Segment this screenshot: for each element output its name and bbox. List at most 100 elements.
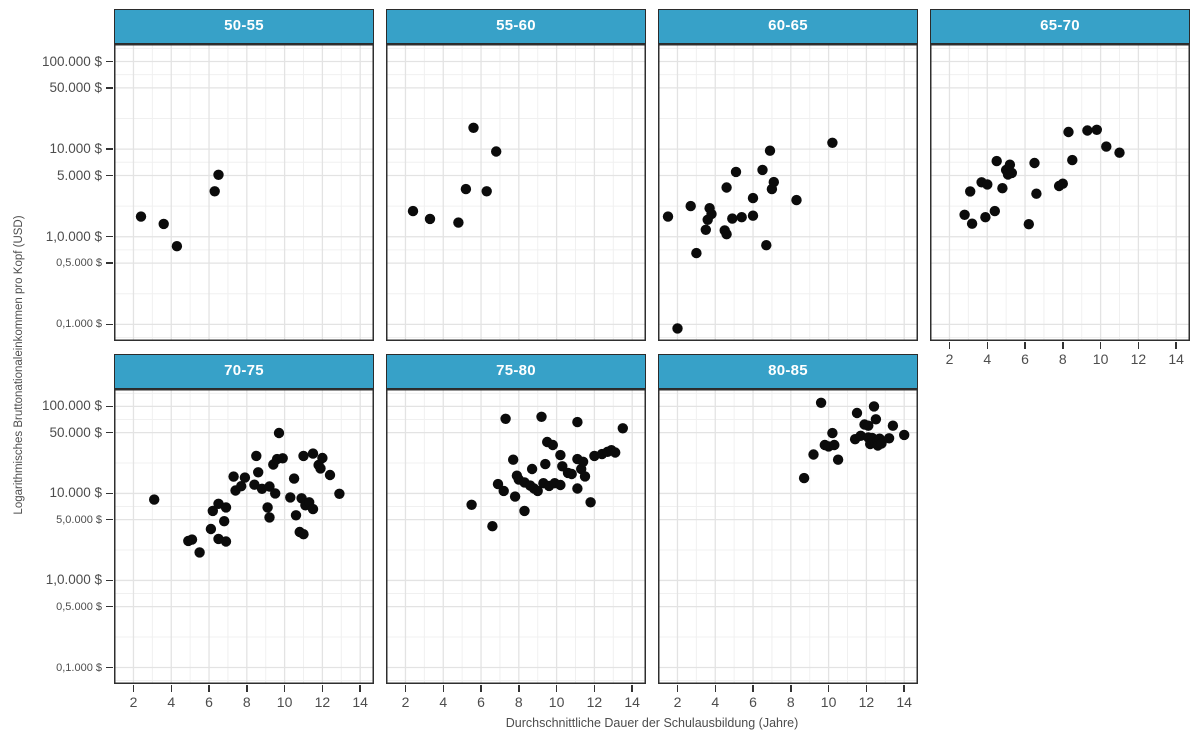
x-tick [676,685,679,692]
x-tick [948,342,951,349]
facet-strip-80-85: 80-85 [658,354,918,389]
data-point [672,323,683,334]
y-tick [106,60,113,63]
x-tick-label: 10 [548,694,565,710]
y-tick-label: 0,1.000 $ [56,318,102,331]
data-point [424,213,436,225]
x-tick-label: 12 [586,694,603,710]
data-point [1114,147,1125,158]
facet-panel-75-80 [386,389,646,684]
data-point [547,439,558,451]
data-point [572,483,583,494]
data-point [540,458,551,470]
data-point [959,209,970,220]
data-point [706,208,717,220]
data-point [251,450,262,462]
data-point [249,479,260,490]
data-point [868,401,880,412]
data-point [997,183,1008,194]
data-point [239,472,251,483]
x-tick-label: 8 [514,694,523,710]
x-tick-label: 4 [439,694,448,710]
data-point [555,449,566,461]
data-point [1063,126,1074,138]
x-tick [132,685,135,692]
data-point [407,205,419,217]
data-point [863,420,874,431]
y-tick [106,579,113,582]
y-tick [106,148,113,150]
data-point [700,224,711,235]
x-tick-label: 12 [1130,351,1147,367]
data-point [691,247,702,259]
data-point [747,192,759,204]
x-tick-label: 2 [673,694,682,710]
x-tick [593,685,596,692]
x-tick [1062,342,1064,349]
data-point [736,212,747,223]
facet-panel-70-75 [114,389,374,684]
data-point [991,155,1002,167]
y-tick [106,323,113,326]
data-point [1091,124,1102,135]
x-tick [404,685,407,692]
data-point [579,471,591,482]
y-tick [106,518,113,521]
data-point [526,463,538,475]
data-point [264,512,275,523]
data-point [273,427,285,439]
facet-panel-80-85 [658,389,918,684]
data-point [519,505,530,517]
data-point [685,200,696,212]
data-point [829,439,840,451]
data-point [1023,219,1034,230]
x-tick-label: 4 [711,694,720,710]
x-tick-label: 6 [1021,351,1029,367]
x-tick-label: 10 [820,694,837,710]
y-tick-label: 10.000 $ [49,485,102,501]
x-tick [170,685,173,692]
data-point [487,521,498,532]
data-point [887,420,899,431]
data-point [288,473,300,484]
y-tick [106,666,113,669]
data-point [468,122,479,133]
data-point [1006,167,1017,179]
data-point [899,429,910,441]
x-tick-label: 6 [477,694,485,710]
data-point [876,438,887,449]
facet-strip-50-55: 50-55 [114,9,374,44]
facet-strip-60-65: 60-65 [658,9,918,44]
data-point [870,414,882,425]
y-tick-label: 10.000 $ [49,141,102,157]
y-tick [106,262,113,264]
data-point [727,213,738,224]
x-tick [752,685,754,692]
x-tick [246,685,248,692]
data-point [827,137,838,148]
data-point [270,488,281,499]
y-tick-label: 1,0.000 $ [45,572,102,588]
x-tick-label: 10 [276,694,293,710]
data-point [577,456,589,467]
facet-panel-65-70 [930,44,1190,341]
data-point [572,416,583,428]
data-point [721,182,732,193]
data-point [509,491,521,502]
x-tick-label: 2 [945,351,954,367]
x-tick-label: 2 [401,694,410,710]
data-point [721,229,732,240]
facet-strip-55-60: 55-60 [386,9,646,44]
data-point [966,218,978,229]
y-tick-label: 100.000 $ [41,398,102,414]
data-point [1057,178,1068,189]
data-point [566,468,577,480]
data-point [883,433,895,444]
data-point [730,166,742,178]
data-point [315,463,326,474]
x-tick [442,685,445,692]
data-point [219,516,230,527]
data-point [228,471,239,482]
data-point [508,454,519,465]
